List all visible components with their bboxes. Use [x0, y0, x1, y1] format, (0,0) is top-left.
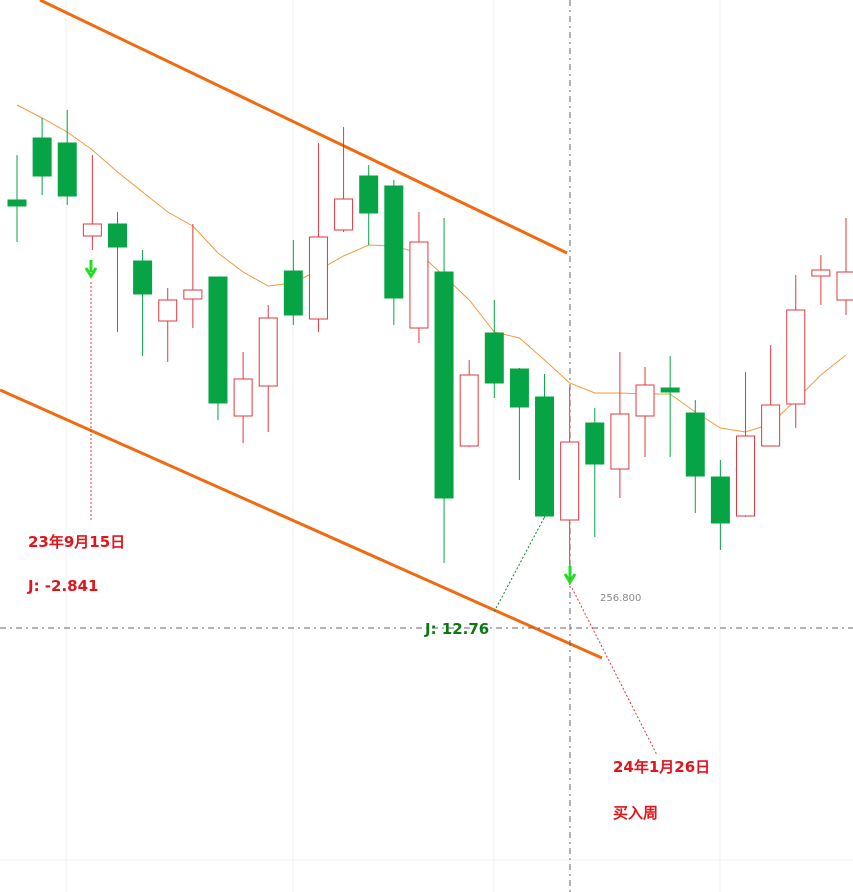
candle-body [836, 271, 853, 301]
candle-body [761, 404, 781, 447]
candle-body [459, 374, 479, 447]
candle-body [560, 441, 580, 521]
candle-body [635, 384, 655, 417]
candle-body [736, 435, 756, 517]
candle-body [7, 199, 27, 207]
candle-body [308, 236, 328, 320]
candle-body [610, 413, 630, 470]
pointer-line [571, 587, 658, 756]
annotation: J: -2.841 [27, 577, 98, 595]
candle-body [359, 175, 379, 214]
marks [7, 104, 853, 585]
candle-body [233, 378, 253, 417]
ma-line [16, 104, 847, 433]
annotation: 256.800 [600, 593, 641, 604]
candle-body [32, 137, 52, 177]
candle-body [334, 198, 354, 231]
candle-body [434, 271, 454, 499]
annotation: 24年1月26日 [613, 758, 710, 776]
annotation: 23年9月15日 [28, 533, 125, 551]
annotation: 买入周 [613, 804, 658, 822]
candle-body [133, 260, 153, 295]
candle-body [283, 270, 303, 316]
candle-body [585, 422, 605, 465]
pointer-line [493, 517, 545, 613]
annotation: J: 12.76 [424, 620, 489, 638]
trend-line [0, 388, 603, 660]
candle-body [811, 269, 831, 277]
candle-body [158, 299, 178, 322]
candle-body [82, 223, 102, 237]
candle-body [107, 223, 127, 248]
candle-body [660, 387, 680, 393]
candle-body [786, 309, 806, 405]
candle-body [258, 317, 278, 387]
candle-body [183, 289, 203, 300]
signal-arrow [84, 260, 98, 279]
candle-body [409, 241, 429, 329]
candle-body [484, 332, 504, 384]
candle-body [384, 185, 404, 299]
trend-line [39, 0, 568, 255]
signal-arrow [563, 566, 577, 585]
candle-body [710, 476, 730, 524]
candle-body [509, 368, 529, 408]
candle-body [685, 412, 705, 477]
candle-body [208, 276, 228, 404]
candle-body [535, 396, 555, 517]
candle-body [57, 142, 77, 197]
